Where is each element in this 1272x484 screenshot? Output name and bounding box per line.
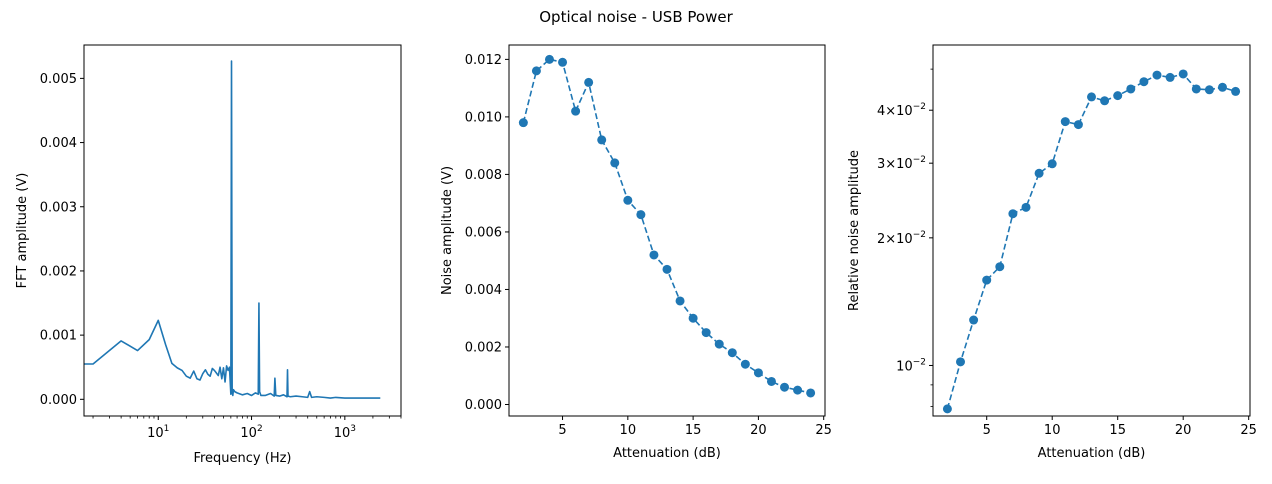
data-point — [727, 348, 737, 358]
data-point — [1217, 82, 1227, 92]
data-point — [610, 158, 620, 168]
x-tick-label: 10 — [1044, 423, 1061, 438]
y-tick-label: 0.010 — [465, 110, 502, 125]
data-point — [584, 77, 594, 87]
y-tick-label: 10−2 — [896, 357, 926, 374]
x-tick-label: 25 — [1240, 423, 1257, 438]
data-point — [1231, 86, 1241, 96]
y-axis-label: FFT amplitude (V) — [15, 173, 30, 289]
x-tick-label: 101 — [147, 424, 169, 441]
data-point — [780, 382, 790, 392]
data-point — [1191, 84, 1201, 94]
data-point — [1113, 91, 1123, 101]
data-point — [636, 210, 646, 220]
y-axis-label: Noise amplitude (V) — [440, 166, 455, 295]
y-tick-label: 0.001 — [40, 329, 77, 344]
data-point — [1204, 85, 1214, 95]
data-point — [571, 106, 581, 116]
y-tick-label: 0.003 — [40, 200, 77, 215]
x-tick-label: 20 — [1175, 423, 1192, 438]
data-point — [942, 404, 952, 414]
data-point — [1100, 96, 1110, 106]
x-tick-label: 20 — [750, 423, 767, 438]
plot-frame — [932, 44, 1251, 417]
x-tick-label: 102 — [240, 424, 262, 441]
x-tick-label: 5 — [558, 423, 566, 438]
data-point — [623, 195, 633, 205]
data-point — [995, 262, 1005, 272]
x-tick-label: 25 — [815, 423, 832, 438]
data-point — [982, 275, 992, 285]
y-tick-label: 0.002 — [465, 340, 502, 355]
data-point — [1047, 159, 1057, 169]
x-axis-label: Frequency (Hz) — [193, 451, 291, 466]
series-line — [946, 73, 1236, 410]
x-tick-label: 5 — [983, 423, 991, 438]
data-point — [1152, 70, 1162, 80]
data-point — [1008, 209, 1018, 219]
data-point — [1165, 72, 1175, 82]
data-point — [740, 359, 750, 369]
fft-panel: 101 102 103 0.000 0.001 0.002 0.003 0.004 0.005 F… — [15, 44, 402, 466]
x-tick-label: 15 — [1109, 423, 1126, 438]
relative-noise-panel: 5 10 15 20 25 10−2 2×10−2 3×10−2 4×10−2 Attenuati… — [847, 44, 1257, 461]
data-point — [1178, 69, 1188, 79]
data-point — [714, 339, 724, 349]
data-point — [649, 250, 659, 260]
data-point — [597, 135, 607, 145]
data-point — [1034, 168, 1044, 178]
data-point — [766, 376, 776, 386]
data-point — [1073, 120, 1083, 130]
data-point — [1021, 202, 1031, 212]
data-point — [688, 313, 698, 323]
data-point — [531, 66, 541, 76]
y-tick-label: 0.000 — [40, 393, 77, 408]
data-point — [1060, 117, 1070, 127]
series-line — [84, 60, 381, 399]
plot-frame — [508, 44, 826, 417]
plot-frame — [83, 44, 402, 417]
data-point — [1087, 92, 1096, 102]
y-tick-label: 4×10−2 — [877, 102, 926, 119]
y-axis-label: Relative noise amplitude — [847, 150, 862, 311]
data-point — [956, 357, 966, 367]
data-point — [662, 264, 672, 274]
y-tick-label: 0.004 — [465, 283, 502, 298]
y-tick-label: 0.004 — [40, 136, 77, 151]
y-tick-label: 0.008 — [465, 168, 502, 183]
x-tick-label: 15 — [685, 423, 702, 438]
data-point — [806, 388, 816, 398]
y-tick-label: 0.000 — [465, 398, 502, 413]
data-point — [753, 368, 763, 378]
y-tick-label: 0.012 — [465, 53, 502, 68]
noise-amplitude-panel: 5 10 15 20 25 0.000 0.002 0.004 0.006 0.008 0.010 0… — [440, 44, 832, 461]
x-tick-label: 103 — [334, 424, 356, 441]
y-tick-label: 0.005 — [40, 72, 77, 87]
series-line — [522, 58, 811, 394]
y-tick-label: 0.002 — [40, 264, 77, 279]
data-point — [969, 315, 979, 325]
data-point — [701, 328, 711, 338]
data-point — [544, 54, 554, 64]
data-point — [558, 57, 568, 67]
data-point — [518, 118, 528, 128]
x-tick-label: 10 — [620, 423, 637, 438]
x-axis-label: Attenuation (dB) — [613, 446, 721, 461]
data-point — [1139, 77, 1149, 87]
x-axis-label: Attenuation (dB) — [1038, 446, 1146, 461]
y-tick-label: 3×10−2 — [877, 155, 926, 172]
figure-title: Optical noise - USB Power — [539, 8, 733, 26]
data-point — [793, 385, 803, 395]
data-point — [675, 296, 685, 306]
y-tick-label: 0.006 — [465, 225, 502, 240]
y-tick-label: 2×10−2 — [877, 230, 926, 247]
data-point — [1126, 84, 1136, 94]
